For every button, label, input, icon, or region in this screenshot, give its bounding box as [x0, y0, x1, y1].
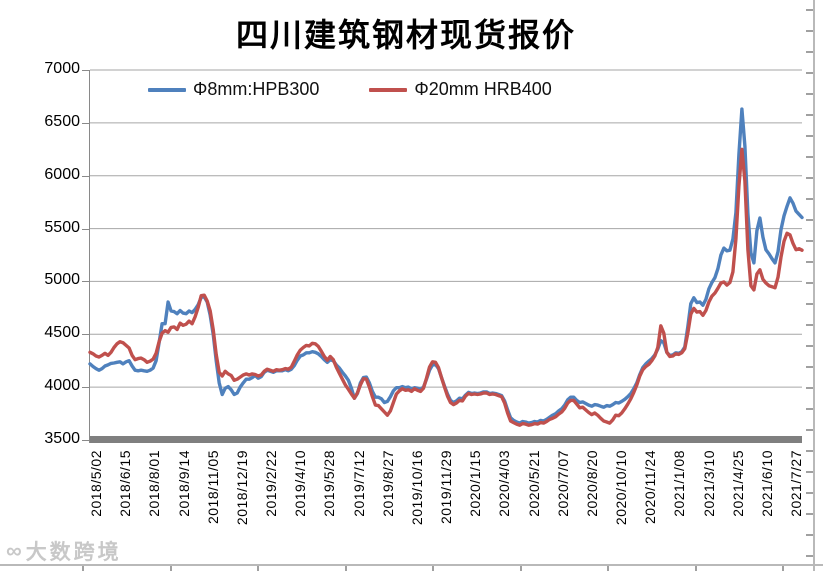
plot-area — [88, 69, 804, 440]
legend: Φ8mm:HPB300 Φ20mm HRB400 — [148, 79, 552, 100]
legend-item-hrb400: Φ20mm HRB400 — [369, 79, 552, 100]
x-tick-label: 2021/6/10 — [758, 450, 775, 517]
window-right-edge — [813, 0, 815, 571]
y-tick-label: 4000 — [44, 377, 80, 395]
row-boundary-tick — [806, 240, 813, 242]
x-axis-bar — [90, 436, 802, 443]
column-boundary-tick — [694, 566, 697, 571]
x-tick-label: 2019/10/16 — [408, 450, 425, 526]
row-boundary-tick — [806, 30, 813, 32]
legend-item-hpb300: Φ8mm:HPB300 — [148, 79, 319, 100]
x-tick-label: 2019/11/29 — [438, 450, 455, 525]
y-tick-label: 3500 — [44, 430, 80, 447]
y-tick-label: 6000 — [44, 165, 80, 183]
legend-line-swatch — [148, 87, 186, 92]
y-tick-mark — [82, 281, 90, 283]
column-boundary-tick — [257, 566, 259, 571]
y-tick-mark — [82, 228, 90, 230]
row-boundary-tick — [806, 303, 813, 305]
x-tick-label: 2021/4/25 — [729, 450, 746, 517]
row-boundary-tick — [806, 261, 813, 263]
row-boundary-tick — [806, 324, 813, 326]
y-tick-label: 5000 — [44, 271, 80, 289]
y-tick-label: 5500 — [44, 218, 80, 236]
x-tick-label: 2020/1/15 — [467, 450, 484, 517]
column-boundary-tick — [519, 566, 522, 571]
x-tick-label: 2018/5/02 — [88, 450, 104, 517]
x-tick-label: 2020/11/24 — [642, 450, 659, 525]
row-boundary-tick — [806, 93, 813, 95]
row-boundary-tick — [806, 555, 813, 557]
row-boundary-tick — [806, 450, 813, 452]
row-boundary-tick — [806, 282, 813, 284]
row-boundary-tick — [806, 471, 813, 473]
row-boundary-tick — [806, 345, 813, 347]
row-boundary-tick — [806, 534, 813, 536]
column-boundary-tick — [82, 566, 84, 571]
y-tick-mark — [82, 387, 90, 389]
legend-label: Φ20mm HRB400 — [414, 79, 552, 99]
x-tick-label: 2020/5/21 — [525, 450, 542, 517]
row-boundary-tick — [806, 177, 813, 179]
x-tick-label: 2018/8/01 — [146, 450, 163, 517]
x-tick-label: 2018/11/05 — [204, 450, 221, 525]
row-boundary-tick — [806, 408, 813, 410]
row-boundary-tick — [806, 387, 813, 389]
x-tick-label: 2019/8/27 — [379, 450, 396, 517]
row-boundary-tick — [806, 219, 813, 221]
row-boundary-tick — [806, 366, 813, 368]
x-tick-label: 2021/7/27 — [788, 450, 805, 517]
legend-label: Φ8mm:HPB300 — [193, 79, 320, 99]
series-line-hpb300 — [88, 107, 804, 425]
y-tick-mark — [82, 70, 90, 71]
x-tick-label: 2019/2/22 — [263, 450, 280, 517]
x-tick-label: 2019/4/10 — [292, 450, 309, 517]
y-tick-mark — [82, 334, 90, 336]
column-boundary-tick — [782, 566, 784, 571]
y-tick-mark — [82, 175, 90, 177]
column-boundary-tick — [344, 566, 347, 571]
row-boundary-tick — [806, 72, 813, 74]
column-boundary-tick — [432, 566, 434, 571]
watermark-text: 大数跨境 — [25, 541, 122, 564]
y-axis-line — [89, 70, 90, 443]
x-tick-label: 2020/8/20 — [583, 450, 600, 517]
row-boundary-tick — [806, 114, 813, 116]
x-tick-label: 2020/4/03 — [496, 450, 513, 517]
y-tick-label: 6500 — [44, 112, 80, 130]
row-boundary-tick — [806, 429, 813, 431]
column-boundary-tick — [607, 566, 609, 571]
y-tick-mark — [82, 440, 90, 441]
legend-line-swatch — [369, 87, 408, 92]
series-line-hrb400 — [88, 147, 804, 427]
row-boundary-tick — [806, 513, 813, 515]
y-tick-mark — [82, 122, 90, 124]
row-boundary-tick — [806, 135, 813, 137]
watermark: ∞ 大数跨境 — [6, 536, 122, 566]
x-tick-label: 2019/7/12 — [350, 450, 367, 517]
x-tick-label: 2018/12/19 — [233, 450, 250, 526]
x-tick-label: 2021/1/08 — [671, 450, 688, 517]
window-bottom-edge — [0, 564, 823, 566]
row-boundary-tick — [806, 156, 813, 158]
x-tick-label: 2018/6/15 — [117, 450, 134, 517]
column-boundary-tick — [169, 566, 172, 571]
row-boundary-tick — [806, 51, 813, 53]
plot-svg — [88, 69, 804, 427]
x-tick-label: 2019/5/28 — [321, 450, 338, 517]
infinity-logo-icon: ∞ — [6, 538, 22, 563]
x-tick-label: 2020/10/10 — [613, 450, 630, 526]
row-boundary-tick — [806, 492, 813, 494]
x-tick-label: 2021/3/10 — [700, 450, 717, 517]
x-tick-label: 2020/7/07 — [554, 450, 571, 517]
x-tick-label: 2018/9/14 — [175, 450, 192, 517]
y-tick-label: 7000 — [44, 60, 80, 77]
y-tick-label: 4500 — [44, 324, 80, 342]
row-boundary-tick — [806, 9, 813, 11]
chart-title: 四川建筑钢材现货报价 — [235, 17, 576, 53]
row-boundary-tick — [806, 198, 813, 200]
